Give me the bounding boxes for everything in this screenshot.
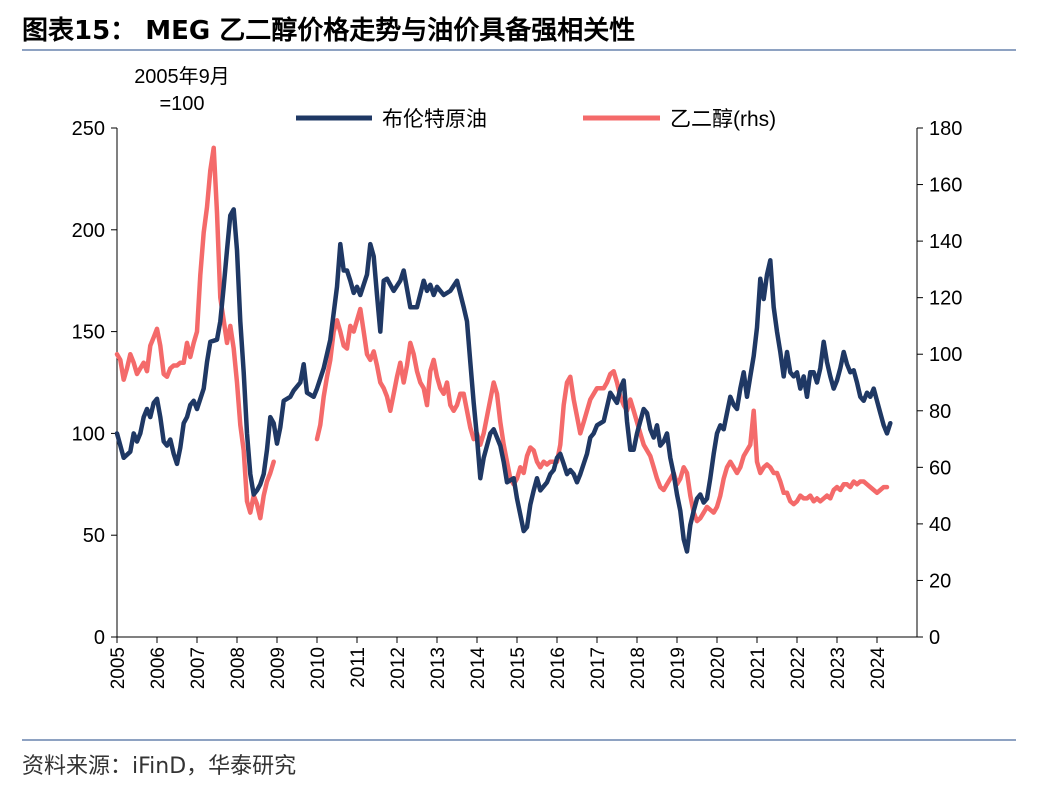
meg-series-line [314,306,890,524]
x-tick-label: 2022 [788,647,809,689]
right-tick-label: 20 [929,570,951,592]
left-tick-label: 50 [83,525,105,547]
right-tick-label: 60 [929,457,951,479]
legend-label-brent: 布伦特原油 [382,108,487,131]
source-note: 资料来源：iFinD，华泰研究 [22,754,297,779]
x-tick-label: 2008 [228,647,249,689]
left-tick-label: 100 [72,423,105,445]
x-tick-label: 2019 [668,647,689,689]
x-tick-label: 2015 [508,647,529,689]
right-tick-label: 180 [929,118,962,140]
x-tick-label: 2021 [748,647,769,689]
x-tick-label: 2023 [828,647,849,689]
left-tick-label: 200 [72,220,105,242]
right-tick-label: 0 [929,627,940,649]
x-tick-label: 2018 [628,647,649,689]
x-tick-label: 2007 [188,647,209,689]
legend-label-meg: 乙二醇(rhs) [670,108,776,131]
x-tick-label: 2011 [348,647,369,688]
right-tick-label: 100 [929,344,962,366]
right-tick-label: 80 [929,401,951,423]
x-tick-label: 2014 [468,647,489,690]
left-tick-label: 250 [72,118,105,140]
source-rule [22,739,1016,741]
plot-area [114,145,893,554]
legend: 布伦特原油 乙二醇(rhs) [296,108,776,131]
right-tick-label: 40 [929,514,951,536]
x-tick-label: 2016 [548,647,569,689]
x-tick-label: 2013 [428,647,449,689]
figure-title: 图表15： MEG 乙二醇价格走势与油价具备强相关性 [22,16,636,46]
right-tick-label: 160 [929,175,962,197]
x-tick-label: 2017 [588,647,609,689]
unit-line-2: =100 [159,93,205,115]
title-rule [22,49,1016,51]
axes: 0 50 100 150 200 250 0 20 40 60 80 100 120 140 160 180 2… [72,118,963,689]
meg-series-line [114,145,276,521]
left-tick-label: 0 [94,627,105,649]
x-tick-label: 2005 [108,647,129,689]
brent-series-line [114,207,893,554]
x-tick-label: 2020 [708,647,729,689]
left-axis-unit: 2005年9月 =100 [110,64,254,118]
x-tick-label: 2010 [308,647,329,689]
x-tick-label: 2006 [148,647,169,689]
x-tick-label: 2009 [268,647,289,689]
right-tick-label: 120 [929,288,962,310]
left-tick-label: 150 [72,322,105,344]
unit-line-1: 2005年9月 [134,66,230,88]
x-tick-label: 2012 [388,647,409,689]
x-tick-label: 2024 [868,647,889,690]
right-tick-label: 140 [929,231,962,253]
